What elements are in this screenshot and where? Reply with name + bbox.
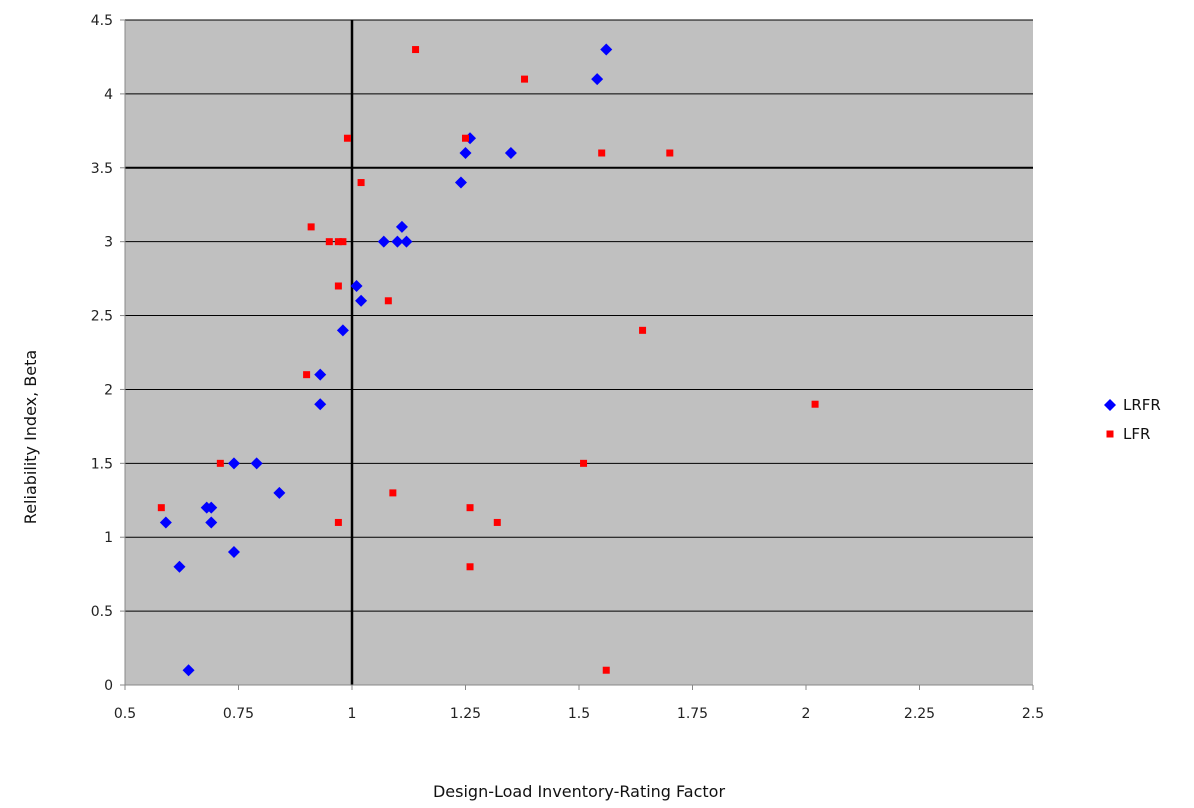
y-tick-labels: 0 0.5 1 1.5 2 2.5 3 3.5 4 4.5: [91, 13, 113, 694]
y-tick-label: 0.5: [91, 604, 113, 620]
lfr-point: [666, 149, 674, 157]
y-tick-label: 2: [104, 382, 113, 398]
legend-label: LFR: [1123, 425, 1150, 443]
lfr-point: [343, 134, 351, 142]
y-axis-title: Reliability Index, Beta: [21, 350, 40, 524]
lfr-point: [334, 282, 342, 290]
y-tick-label: 1.5: [91, 456, 113, 472]
lfr-point: [598, 149, 606, 157]
y-tick-label: 1: [104, 530, 113, 546]
lrfr-point: [350, 280, 363, 292]
lrfr-point: [273, 486, 286, 499]
axes: [120, 19, 1034, 690]
lrfr-point: [227, 546, 240, 558]
lrfr-point: [591, 73, 604, 86]
lfr-point: [157, 504, 165, 512]
lrfr-point: [227, 457, 240, 470]
lrfr-point: [250, 457, 263, 470]
data-points: [157, 43, 819, 677]
lrfr-point: [600, 43, 613, 56]
lfr-point: [521, 75, 529, 83]
lrfr-point: [173, 560, 186, 573]
lfr-point: [303, 371, 311, 379]
x-tick-label: 1.75: [677, 706, 708, 722]
legend-label: LRFR: [1123, 396, 1161, 414]
lrfr-point: [314, 368, 327, 381]
lrfr-point: [504, 147, 517, 159]
x-tick-label: 1.5: [568, 706, 590, 722]
y-tick-label: 4: [104, 87, 113, 103]
x-tick-label: 2.5: [1022, 706, 1044, 722]
lrfr-point: [336, 324, 349, 337]
lfr-point: [412, 46, 420, 54]
lrfr-point: [205, 516, 218, 529]
lfr-point: [339, 238, 347, 246]
reference-lines: [125, 20, 1033, 685]
legend-marker-lfr: [1106, 430, 1114, 438]
y-tick-label: 3: [104, 235, 113, 251]
x-axis-title: Design-Load Inventory-Rating Factor: [433, 782, 725, 801]
lfr-point: [307, 223, 315, 231]
x-tick-label: 2: [802, 706, 811, 722]
y-tick-label: 0: [104, 678, 113, 694]
legend: LRFR LFR: [1104, 396, 1161, 443]
lrfr-point: [454, 176, 467, 189]
lrfr-point: [391, 235, 404, 248]
x-tick-label: 1.25: [450, 706, 481, 722]
lfr-point: [466, 563, 474, 571]
lrfr-point: [459, 147, 472, 159]
lfr-point: [389, 489, 397, 497]
lfr-point: [602, 666, 610, 674]
y-tick-label: 3.5: [91, 161, 113, 177]
lfr-point: [384, 297, 392, 305]
lfr-point: [466, 504, 474, 512]
y-tick-label: 4.5: [91, 13, 113, 29]
lrfr-point: [400, 235, 413, 248]
lrfr-point: [395, 220, 408, 233]
lrfr-point: [159, 516, 172, 529]
lfr-point: [639, 326, 647, 334]
lfr-point: [216, 459, 224, 467]
lfr-point: [334, 518, 342, 526]
lrfr-point: [377, 235, 390, 248]
lfr-point: [580, 459, 588, 467]
plot-area: [125, 20, 1033, 685]
lfr-point: [357, 179, 365, 187]
x-tick-label: 2.25: [904, 706, 935, 722]
lrfr-point: [205, 501, 218, 514]
lfr-point: [462, 134, 469, 142]
lrfr-point: [314, 398, 327, 411]
lrfr-point: [355, 294, 368, 307]
legend-marker-lrfr: [1104, 399, 1116, 411]
lrfr-point: [182, 664, 195, 677]
x-tick-labels: 0.5 0.75 1 1.25 1.5 1.75 2 2.25 2.5: [114, 706, 1044, 722]
x-tick-label: 0.5: [114, 706, 136, 722]
lfr-point: [334, 238, 342, 246]
lfr-point: [811, 400, 819, 408]
x-tick-label: 1: [348, 706, 357, 722]
lfr-point: [325, 238, 333, 246]
lfr-point: [493, 518, 501, 526]
x-tick-label: 0.75: [223, 706, 254, 722]
y-tick-label: 2.5: [91, 309, 113, 325]
